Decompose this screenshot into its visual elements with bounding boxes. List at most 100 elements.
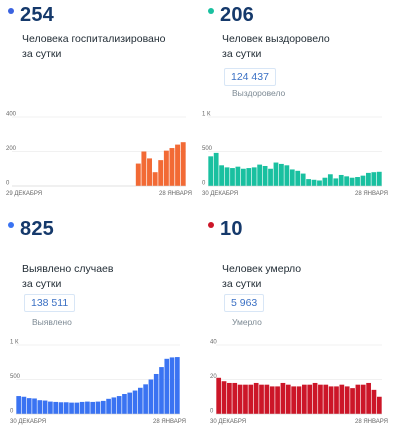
bar <box>333 178 339 186</box>
bar <box>159 367 164 414</box>
bullet-dot <box>8 8 14 14</box>
bar <box>312 382 318 414</box>
total-badge: 124 437 <box>224 68 276 86</box>
total-caption: Выявлено <box>32 317 72 327</box>
bar <box>338 174 344 186</box>
bar <box>141 151 147 186</box>
bar <box>106 398 111 414</box>
panel-hospitalized: 254 Человека госпитализировано за сутки … <box>0 0 200 214</box>
bar <box>248 384 254 414</box>
bar <box>232 382 238 414</box>
label-line2: за сутки <box>222 278 262 290</box>
bar <box>257 164 263 186</box>
bar <box>350 388 355 415</box>
bar <box>90 401 96 414</box>
bar <box>137 387 143 414</box>
panel-label: Человека госпитализировано за сутки <box>22 32 197 62</box>
y-tick-label: 20 <box>210 374 217 380</box>
y-tick-label: 1 К <box>202 112 211 118</box>
x-end-label: 28 ЯНВАРЯ <box>355 191 388 197</box>
total-caption: Выздоровело <box>232 88 286 98</box>
bar <box>135 163 141 186</box>
panel-header: 206 <box>208 2 254 28</box>
bar <box>285 384 291 414</box>
bar <box>376 396 382 414</box>
bar <box>219 165 224 186</box>
y-tick-label: 0 <box>6 181 10 187</box>
bar <box>48 401 53 414</box>
bar <box>268 168 273 186</box>
bar <box>251 167 257 186</box>
label-line1: Человек умерло <box>222 263 302 275</box>
bar <box>32 398 37 414</box>
bar <box>371 389 377 414</box>
bar <box>85 401 90 414</box>
bar <box>175 144 181 186</box>
bar <box>344 176 350 186</box>
bar <box>317 180 322 186</box>
bar <box>289 169 295 186</box>
bar <box>334 386 339 414</box>
bar <box>269 386 275 414</box>
label-line2: за сутки <box>222 48 262 60</box>
x-start-label: 30 ДЕКАБРЯ <box>210 419 246 425</box>
bar <box>318 384 323 414</box>
bar <box>69 402 74 414</box>
panel-label: Выявлено случаев за сутки <box>22 262 197 292</box>
label-line2: за сутки <box>22 48 62 60</box>
label-line2: за сутки <box>22 278 62 290</box>
y-tick-label: 0 <box>10 409 14 415</box>
bar <box>235 166 241 186</box>
panel-recovered: 206 Человек выздоровело за сутки 124 437… <box>200 0 400 214</box>
y-tick-label: 400 <box>6 112 17 118</box>
chart-detected: 1 К 500 0 30 ДЕКАБРЯ 28 ЯНВАРЯ <box>10 340 186 426</box>
label-line1: Человека госпитализировано <box>22 33 166 45</box>
panel-header: 254 <box>8 2 54 28</box>
bar <box>307 384 313 414</box>
bar <box>243 384 248 414</box>
bar <box>259 384 264 414</box>
bar <box>100 400 106 414</box>
bar <box>306 179 311 186</box>
bullet-dot <box>208 222 214 228</box>
bar <box>284 165 290 186</box>
x-start-label: 29 ДЕКАБРЯ <box>6 191 42 197</box>
y-tick-label: 500 <box>202 146 213 152</box>
bar <box>216 377 222 414</box>
bar <box>37 400 43 414</box>
panel-header: 10 <box>208 216 243 242</box>
panel-detected: 825 Выявлено случаев за сутки 138 511 Вы… <box>0 214 200 428</box>
bar <box>323 384 329 414</box>
total-caption: Умерло <box>232 317 262 327</box>
big-number: 10 <box>220 217 243 240</box>
bar <box>16 396 21 414</box>
bar <box>21 396 27 414</box>
bar <box>221 381 227 414</box>
bar <box>111 397 117 414</box>
bar <box>246 168 252 186</box>
bar <box>58 402 64 414</box>
label-line1: Выявлено случаев <box>22 263 114 275</box>
bar <box>327 174 333 186</box>
bar <box>280 382 286 414</box>
x-end-label: 28 ЯНВАРЯ <box>159 191 192 197</box>
panel-label: Человек выздоровело за сутки <box>222 32 397 62</box>
bullet-dot <box>208 8 214 14</box>
bar <box>127 392 133 414</box>
bar <box>273 162 279 186</box>
bar <box>208 156 214 186</box>
bar <box>355 384 361 414</box>
bar <box>180 142 186 186</box>
bar <box>240 168 246 186</box>
x-end-label: 28 ЯНВАРЯ <box>153 419 186 425</box>
bar <box>169 148 175 186</box>
chart-recovered: 1 К 500 0 30 ДЕКАБРЯ 28 ЯНВАРЯ <box>202 112 388 198</box>
bar <box>253 382 259 414</box>
bar <box>291 386 296 414</box>
bar <box>122 393 127 414</box>
bar <box>295 170 301 186</box>
bar <box>153 373 159 414</box>
bar <box>132 390 138 414</box>
bar <box>262 165 268 186</box>
bar <box>376 171 382 186</box>
